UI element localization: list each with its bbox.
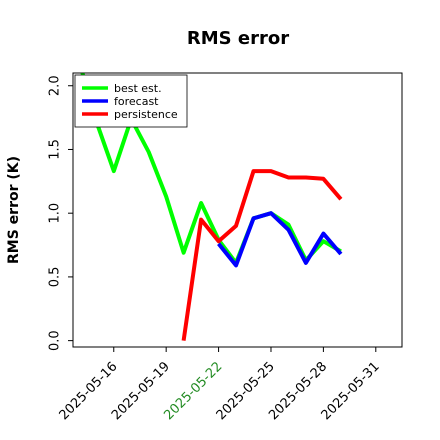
chart-title: RMS error [187,28,289,49]
legend-label-best-est: best est. [114,82,162,95]
y-axis-label: RMS error (K) [6,156,22,264]
plot-frame [72,72,403,348]
legend-label-forecast: forecast [114,95,159,108]
legend: best est. forecast persistence [74,74,188,128]
y-tick-label: 0.5 [48,267,63,288]
x-ticks: 2025-05-162025-05-192025-05-222025-05-25… [57,347,383,423]
y-tick-label: 1.5 [48,139,63,160]
y-tick-label: 0.0 [48,330,63,351]
series-line-forecast [217,211,343,268]
y-tick-label: 1.0 [48,203,63,224]
series-layer [80,73,343,341]
legend-label-persistence: persistence [114,108,178,121]
series-line-persistence [181,169,343,341]
y-tick-label: 2.0 [48,75,63,96]
y-ticks: 0.0 0.5 1.0 1.5 2.0 [48,75,73,351]
